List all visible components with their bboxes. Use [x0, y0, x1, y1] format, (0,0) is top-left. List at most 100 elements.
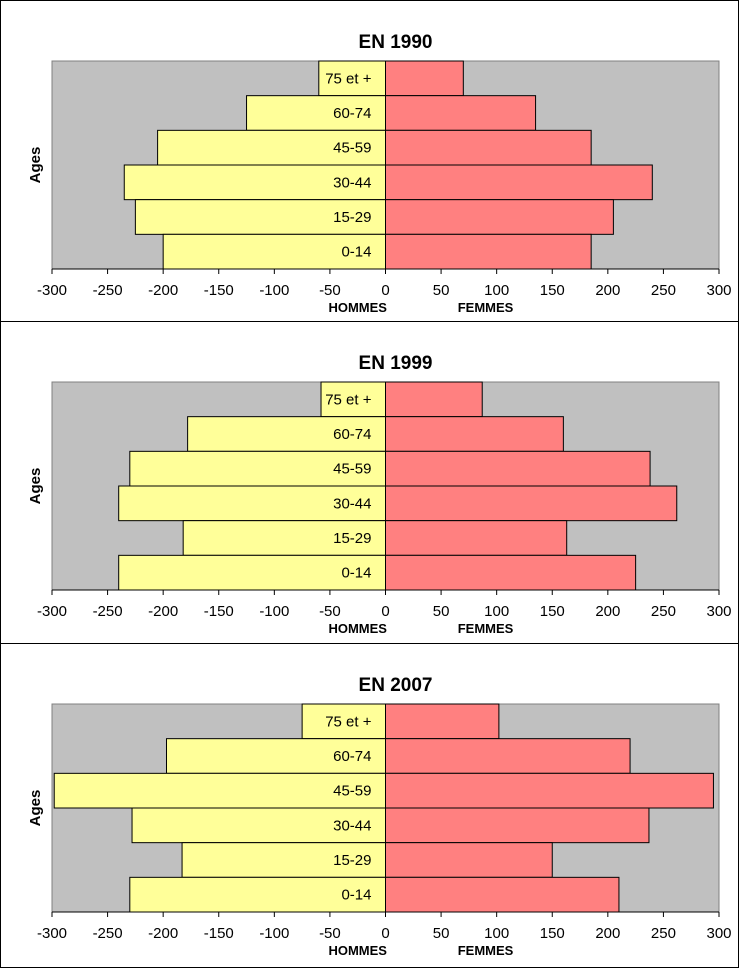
- bar-femmes: [385, 842, 553, 878]
- pyramid-chart: EN 1999 75 et + 60-74 45-59 30-44 15-29 0-14 -3…: [27, 353, 732, 636]
- y-axis-label: Ages: [27, 468, 44, 505]
- bar-femmes: [385, 199, 614, 235]
- x-tick-label: 50: [433, 925, 450, 942]
- category-label: 60-74: [333, 748, 371, 765]
- x-tick-label: 0: [381, 282, 389, 299]
- x-tick-label: 300: [706, 925, 731, 942]
- x-tick-label: 150: [540, 282, 565, 299]
- bar-femmes: [385, 381, 483, 418]
- category-label: 75 et +: [325, 713, 372, 730]
- bar-femmes: [385, 703, 500, 740]
- category-label: 60-74: [333, 105, 371, 122]
- chart-title: EN 1990: [359, 32, 433, 53]
- chart-panel-1999: EN 1999 75 et + 60-74 45-59 30-44 15-29 0-14 -3…: [0, 321, 739, 644]
- category-label: 0-14: [341, 887, 371, 904]
- x-tick-label: -50: [319, 925, 341, 942]
- y-axis-label: Ages: [27, 790, 44, 827]
- category-label: 30-44: [333, 174, 371, 191]
- bar-femmes: [385, 233, 592, 270]
- bar-femmes: [385, 416, 564, 452]
- bar-hommes: [129, 450, 386, 487]
- x-tick-label: 250: [651, 282, 676, 299]
- x-tick-label: 250: [651, 603, 676, 620]
- x-tick-label: 300: [706, 282, 731, 299]
- x-tick-label: 0: [381, 603, 389, 620]
- chart-title: EN 1999: [359, 353, 433, 374]
- bar-femmes: [385, 738, 631, 774]
- x-tick-label: -50: [319, 603, 341, 620]
- x-tick-label: -100: [259, 925, 289, 942]
- category-label: 45-59: [333, 140, 371, 157]
- x-tick-label: 100: [484, 282, 509, 299]
- x-tick-label: 100: [484, 925, 509, 942]
- x-tick-label: 200: [595, 925, 620, 942]
- x-tick-label: -150: [204, 925, 234, 942]
- x-tick-label: 250: [651, 925, 676, 942]
- x-tick-label: 200: [595, 282, 620, 299]
- chart-panel-2007: EN 2007 75 et + 60-74 45-59 30-44 15-29 0-14 -3…: [0, 643, 739, 968]
- bar-hommes: [134, 199, 386, 235]
- bar-hommes: [318, 60, 386, 97]
- x-tick-label: 50: [433, 603, 450, 620]
- x-tick-label: -100: [259, 282, 289, 299]
- category-label: 60-74: [333, 426, 371, 443]
- bar-femmes: [385, 164, 653, 201]
- bar-femmes: [385, 772, 714, 809]
- bar-hommes: [53, 772, 387, 809]
- bar-femmes: [385, 807, 650, 844]
- bar-femmes: [385, 876, 620, 913]
- bar-hommes: [246, 95, 386, 131]
- x-tick-label: -100: [259, 603, 289, 620]
- pyramid-chart: EN 2007 75 et + 60-74 45-59 30-44 15-29 0-14 -3…: [27, 675, 732, 958]
- bar-hommes: [187, 416, 386, 452]
- x-axis-label-hommes: HOMMES: [328, 300, 387, 315]
- bar-femmes: [385, 95, 537, 131]
- bar-femmes: [385, 554, 637, 591]
- bar-femmes: [385, 485, 678, 522]
- x-tick-label: 100: [484, 603, 509, 620]
- bar-femmes: [385, 129, 592, 166]
- x-tick-label: -300: [37, 603, 67, 620]
- x-tick-label: -250: [93, 282, 123, 299]
- category-label: 15-29: [333, 209, 371, 226]
- bar-hommes: [301, 703, 386, 740]
- bar-femmes: [385, 450, 651, 487]
- category-label: 15-29: [333, 530, 371, 547]
- x-tick-label: 300: [706, 603, 731, 620]
- chart-title: EN 2007: [359, 675, 433, 696]
- x-tick-label: 0: [381, 925, 389, 942]
- x-tick-label: -300: [37, 925, 67, 942]
- bar-hommes: [129, 876, 386, 913]
- category-label: 30-44: [333, 495, 371, 512]
- x-tick-label: -150: [204, 282, 234, 299]
- x-tick-label: 150: [540, 603, 565, 620]
- x-axis-label-hommes: HOMMES: [328, 621, 387, 636]
- x-tick-label: -300: [37, 282, 67, 299]
- x-axis-label-femmes: FEMMES: [458, 621, 514, 636]
- x-axis-label-femmes: FEMMES: [458, 300, 514, 315]
- bar-femmes: [385, 520, 568, 556]
- x-tick-label: -200: [148, 603, 178, 620]
- bar-hommes: [118, 485, 386, 522]
- x-tick-label: -250: [93, 925, 123, 942]
- category-label: 30-44: [333, 817, 371, 834]
- x-tick-label: 150: [540, 925, 565, 942]
- x-tick-label: -200: [148, 925, 178, 942]
- x-tick-label: 50: [433, 282, 450, 299]
- y-axis-label: Ages: [27, 147, 44, 184]
- x-tick-label: 200: [595, 603, 620, 620]
- category-label: 0-14: [341, 244, 371, 261]
- category-label: 75 et +: [325, 70, 372, 87]
- category-label: 45-59: [333, 783, 371, 800]
- bar-hommes: [181, 842, 386, 878]
- x-tick-label: -50: [319, 282, 341, 299]
- category-label: 45-59: [333, 461, 371, 478]
- chart-panel-1990: EN 1990 75 et + 60-74 45-59 30-44 15-29 0-14 -3…: [0, 0, 739, 322]
- category-label: 0-14: [341, 565, 371, 582]
- category-label: 75 et +: [325, 391, 372, 408]
- x-tick-label: -250: [93, 603, 123, 620]
- category-label: 15-29: [333, 852, 371, 869]
- x-axis-label-hommes: HOMMES: [328, 943, 387, 958]
- bar-hommes: [166, 738, 386, 774]
- pyramid-chart: EN 1990 75 et + 60-74 45-59 30-44 15-29 0-14 -3…: [27, 32, 732, 315]
